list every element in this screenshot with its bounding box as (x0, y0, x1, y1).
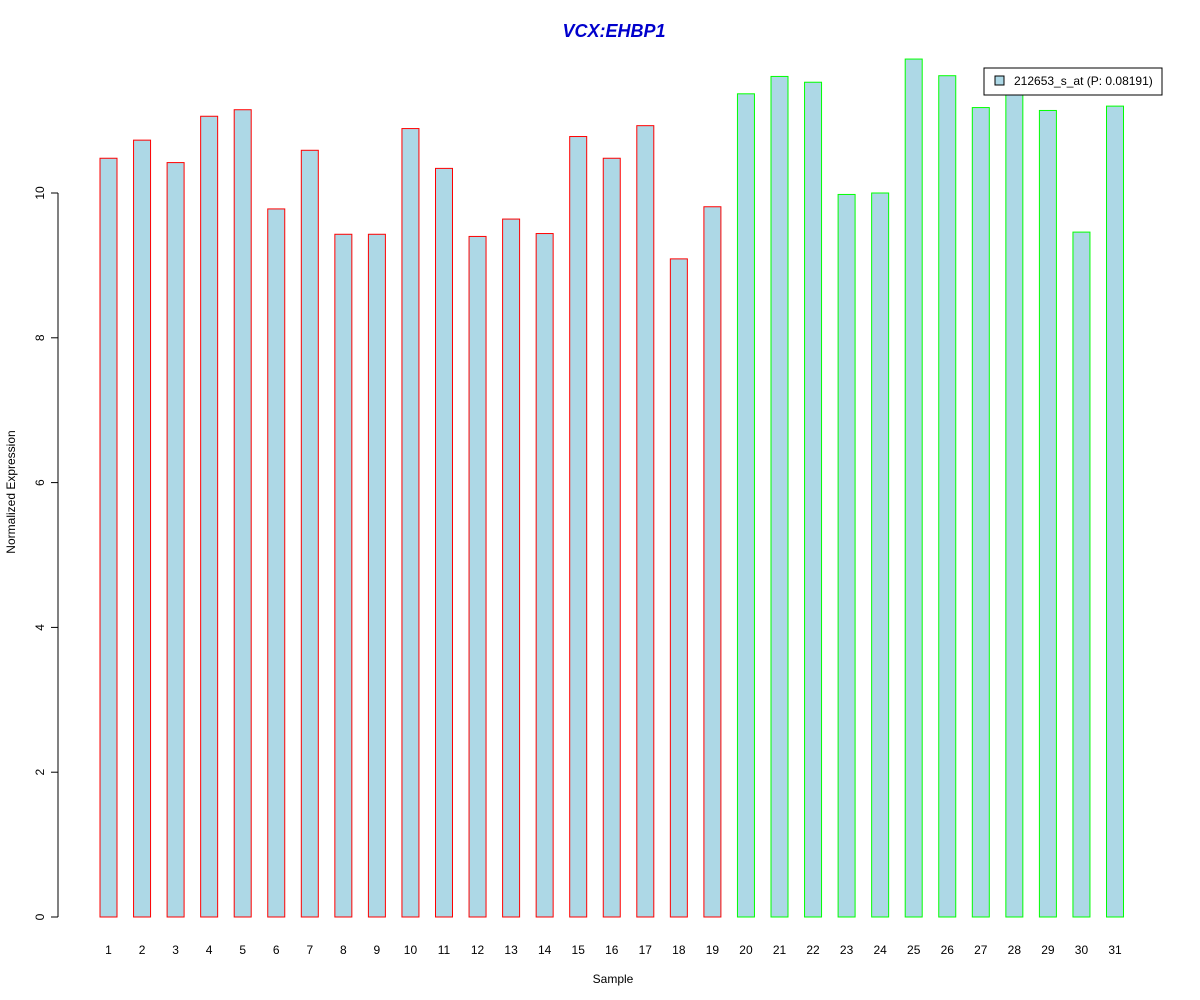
x-tick-label: 28 (1008, 943, 1022, 957)
x-tick-label: 25 (907, 943, 921, 957)
x-tick-label: 2 (139, 943, 146, 957)
bar (267, 208, 286, 918)
bar (938, 75, 957, 918)
bar (200, 115, 219, 918)
x-tick-label: 29 (1041, 943, 1055, 957)
bar (401, 128, 420, 918)
bar (233, 109, 252, 918)
x-tick-label: 31 (1108, 943, 1122, 957)
bar (133, 139, 152, 918)
x-tick-label: 17 (639, 943, 653, 957)
bar (435, 167, 453, 918)
y-tick-label: 2 (33, 769, 47, 776)
bars (99, 58, 1124, 918)
bar (904, 58, 923, 918)
x-tick-label: 8 (340, 943, 347, 957)
bar (569, 136, 588, 918)
x-tick-label: 7 (306, 943, 313, 957)
bar (804, 81, 823, 918)
bar (1038, 109, 1057, 918)
x-tick-label: 14 (538, 943, 552, 957)
y-tick-label: 8 (33, 334, 47, 341)
x-tick-label: 15 (572, 943, 586, 957)
x-tick-label: 13 (504, 943, 518, 957)
bar (535, 233, 554, 918)
bar (166, 162, 185, 918)
y-axis: 0 2 4 6 8 10 (33, 186, 59, 920)
legend-entry: 212653_s_at (P: 0.08191) (1014, 74, 1153, 88)
x-tick-label: 26 (941, 943, 955, 957)
bar (636, 125, 655, 918)
legend-box (983, 67, 1163, 96)
bar (367, 233, 386, 918)
x-tick-label: 21 (773, 943, 787, 957)
x-tick-label: 18 (672, 943, 686, 957)
bar (602, 157, 621, 918)
x-tick-label: 5 (239, 943, 246, 957)
bar (837, 193, 856, 918)
x-tick-label: 3 (172, 943, 179, 957)
x-tick-label: 9 (374, 943, 381, 957)
bar (736, 93, 755, 918)
x-tick-label: 27 (974, 943, 988, 957)
x-tick-label: 24 (873, 943, 887, 957)
y-tick-label: 6 (33, 479, 47, 486)
bar (871, 192, 890, 918)
bar (1106, 105, 1124, 918)
bar (770, 75, 789, 918)
bar (1072, 231, 1091, 918)
bar (502, 218, 521, 918)
x-tick-label: 12 (471, 943, 485, 957)
bar (669, 258, 688, 918)
x-tick-label: 16 (605, 943, 619, 957)
legend-swatch (994, 75, 1005, 86)
x-tick-label: 23 (840, 943, 854, 957)
bar (334, 233, 353, 918)
legend: 212653_s_at (P: 0.08191) (983, 67, 1163, 96)
bar (300, 149, 319, 918)
y-tick-label: 10 (33, 186, 47, 200)
x-tick-label: 1 (105, 943, 112, 957)
chart-title: VCX:EHBP1 (562, 21, 665, 41)
x-tick-labels: 1 2 3 4 5 6 7 8 9 10 11 12 13 14 15 16 17 18 19 20 21 22 23 24 2… (105, 943, 1122, 957)
x-tick-label: 10 (404, 943, 418, 957)
y-tick-label: 4 (33, 624, 47, 631)
y-axis-label: Normalized Expression (4, 430, 18, 553)
bar (468, 235, 487, 918)
x-axis-label: Sample (593, 972, 634, 986)
bar (99, 157, 118, 918)
x-tick-label: 6 (273, 943, 280, 957)
x-tick-label: 30 (1075, 943, 1089, 957)
x-tick-label: 22 (806, 943, 820, 957)
bar (971, 107, 990, 918)
x-tick-label: 19 (706, 943, 720, 957)
y-tick-label: 0 (33, 913, 47, 920)
bar (1005, 88, 1024, 918)
x-tick-label: 20 (739, 943, 753, 957)
bar (703, 206, 722, 918)
x-tick-label: 11 (438, 943, 451, 957)
x-tick-label: 4 (206, 943, 213, 957)
